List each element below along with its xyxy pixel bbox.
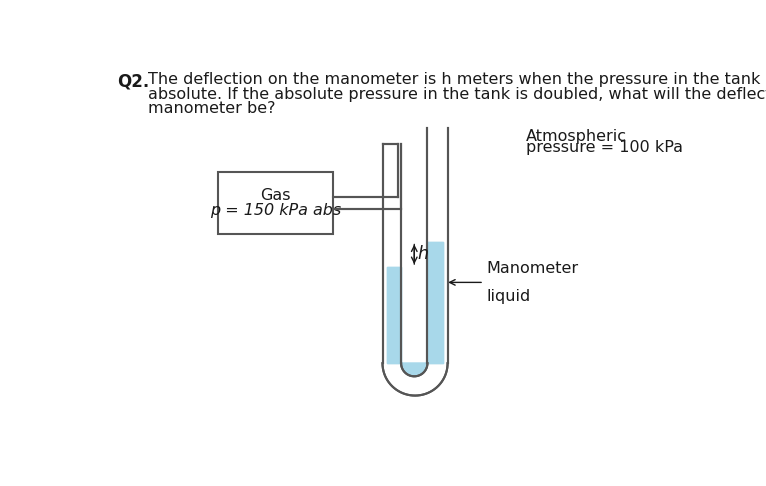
- Text: Gas: Gas: [260, 188, 291, 203]
- Text: Atmospheric: Atmospheric: [526, 129, 627, 144]
- Polygon shape: [401, 363, 427, 376]
- Text: Q2.: Q2.: [117, 72, 149, 90]
- Text: p = 150 kPa abs: p = 150 kPa abs: [210, 203, 341, 218]
- Text: The deflection on the manometer is h meters when the pressure in the tank is 150: The deflection on the manometer is h met…: [149, 72, 766, 87]
- Polygon shape: [401, 363, 427, 376]
- Text: h: h: [417, 245, 428, 263]
- Text: pressure = 100 kPa: pressure = 100 kPa: [526, 140, 683, 156]
- Text: Manometer: Manometer: [486, 261, 578, 276]
- Bar: [218, 172, 333, 234]
- Text: absolute. If the absolute pressure in the tank is doubled, what will the deflect: absolute. If the absolute pressure in th…: [149, 87, 766, 102]
- Text: liquid: liquid: [486, 289, 531, 304]
- Text: manometer be?: manometer be?: [149, 102, 276, 117]
